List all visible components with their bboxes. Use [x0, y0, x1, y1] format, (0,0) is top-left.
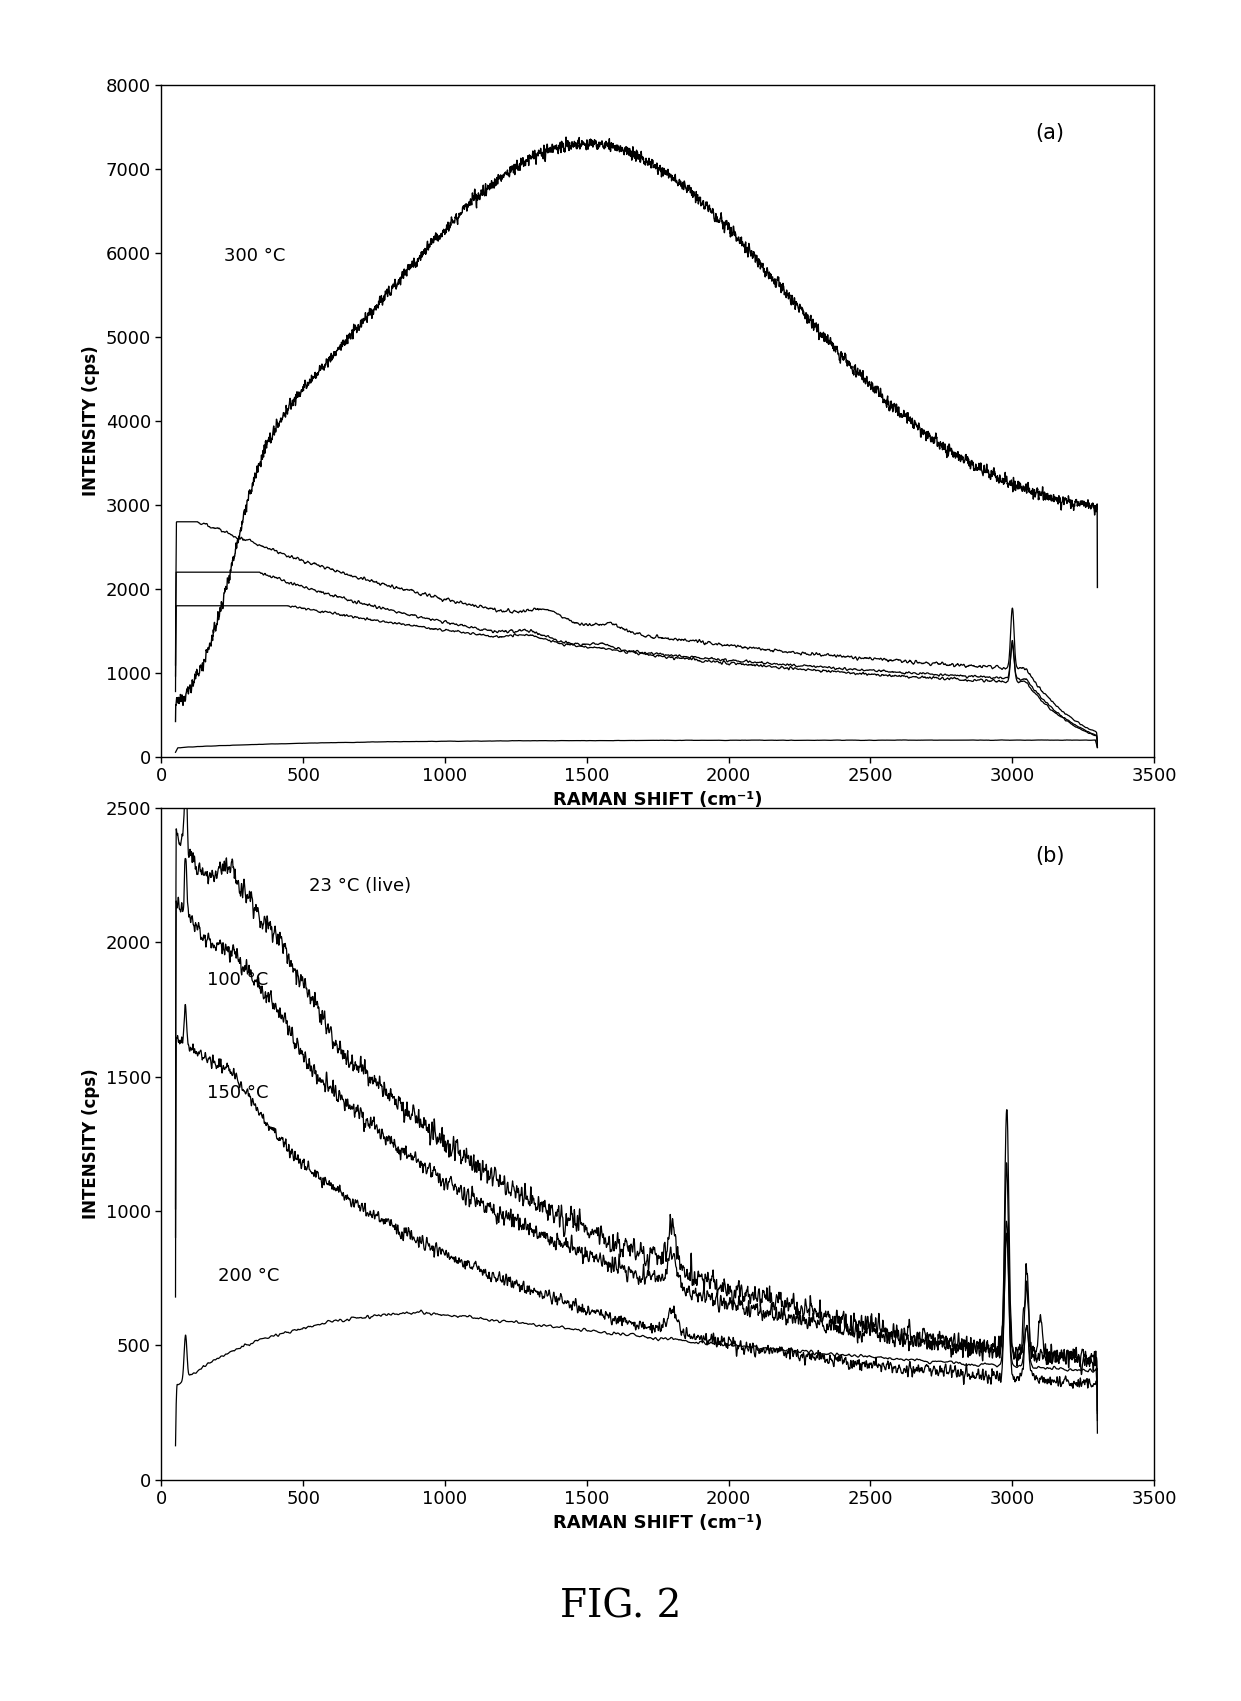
Text: (a): (a) — [1035, 122, 1064, 143]
Text: (b): (b) — [1035, 845, 1065, 866]
Y-axis label: INTENSITY (cps): INTENSITY (cps) — [82, 345, 101, 497]
Text: 300 °C: 300 °C — [223, 247, 285, 265]
X-axis label: RAMAN SHIFT (cm⁻¹): RAMAN SHIFT (cm⁻¹) — [553, 1514, 762, 1533]
Text: 100 °C: 100 °C — [207, 971, 268, 990]
Text: 200 °C: 200 °C — [218, 1267, 279, 1284]
Text: FIG. 2: FIG. 2 — [560, 1589, 681, 1626]
Text: 23 °C (live): 23 °C (live) — [309, 878, 411, 895]
Text: 150 °C: 150 °C — [207, 1084, 268, 1102]
Y-axis label: INTENSITY (cps): INTENSITY (cps) — [82, 1068, 99, 1220]
X-axis label: RAMAN SHIFT (cm⁻¹): RAMAN SHIFT (cm⁻¹) — [553, 791, 762, 810]
